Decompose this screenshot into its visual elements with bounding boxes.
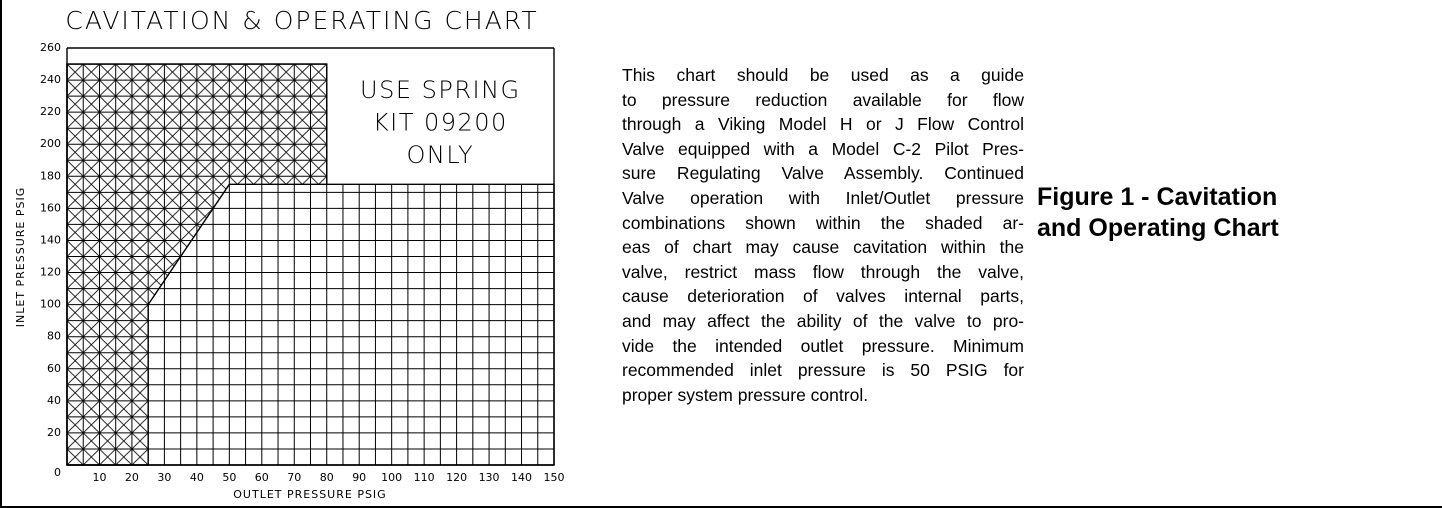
description-line: eas of chart may cause cavitation within…	[622, 237, 1024, 258]
annotation: USE SPRING	[360, 76, 521, 104]
y-tick-label: 100	[40, 298, 61, 311]
figure-caption: Figure 1 - Cavitation and Operating Chart	[1037, 182, 1279, 244]
x-tick-label: 120	[446, 471, 467, 484]
x-tick-label: 20	[125, 471, 139, 484]
y-tick-label: 120	[40, 266, 61, 279]
description-line: This chart should be used as a guide	[622, 65, 1024, 85]
cavitation-region	[66, 63, 328, 466]
y-axis-label: INLET PRESSURE PSIG	[14, 187, 27, 327]
annotation: ONLY	[407, 141, 475, 169]
x-tick-label: 80	[320, 471, 334, 484]
caption-line: Figure 1 - Cavitation	[1037, 183, 1278, 211]
y-tick-label: 180	[40, 169, 61, 182]
y-tick-label: 140	[40, 233, 61, 246]
description: This chart should be used as a guide to p…	[622, 63, 1024, 407]
description-line: recommended inlet pressure is 50 PSIG fo…	[622, 360, 1024, 381]
description-line: proper system pressure control.	[622, 384, 869, 405]
annotation: KIT 09200	[373, 109, 508, 137]
x-tick-label: 40	[190, 471, 204, 484]
x-tick-label: 30	[157, 471, 171, 484]
x-tick-label: 10	[92, 471, 106, 484]
description-line: Valve operation with Inlet/Outlet pressu…	[622, 187, 1024, 208]
description-line: sure Regulating Valve Assembly. Continue…	[622, 163, 1024, 184]
description-line: through a Viking Model H or J Flow Contr…	[622, 114, 1024, 135]
description-line: and may affect the ability of the valve …	[622, 310, 1024, 331]
description-line: cause deterioration of valves internal p…	[622, 286, 1024, 307]
chart: CAVITATION & OPERATING CHART OUTLET PRES…	[14, 6, 565, 501]
y-tick-label: 80	[47, 330, 61, 343]
y-tick-label: 220	[40, 105, 61, 118]
description-line: combinations shown within the shaded ar-	[622, 212, 1024, 233]
x-tick-label: 150	[544, 471, 565, 484]
description-line: vide the intended outlet pressure. Minim…	[622, 335, 1024, 356]
caption-line: and Operating Chart	[1037, 214, 1279, 242]
x-tick-label: 130	[479, 471, 500, 484]
x-axis-label: OUTLET PRESSURE PSIG	[233, 488, 386, 501]
x-tick-label: 140	[511, 471, 532, 484]
description-line: valve, restrict mass flow through the va…	[622, 261, 1024, 282]
y-tick-label: 240	[40, 73, 61, 86]
x-tick-label: 90	[352, 471, 366, 484]
y-tick-label: 0	[54, 466, 61, 479]
description-line: Valve equipped with a Model C-2 Pilot Pr…	[622, 138, 1024, 159]
y-tick-label: 160	[40, 201, 61, 214]
x-tick-label: 60	[255, 471, 269, 484]
chart-title: CAVITATION & OPERATING CHART	[65, 6, 538, 35]
x-tick-label: 100	[381, 471, 402, 484]
y-tick-label: 40	[47, 394, 61, 407]
y-tick-label: 200	[40, 137, 61, 150]
y-tick-label: 260	[40, 41, 61, 54]
x-tick-label: 70	[287, 471, 301, 484]
x-tick-label: 50	[222, 471, 236, 484]
x-tick-label: 110	[414, 471, 435, 484]
y-tick-label: 20	[47, 426, 61, 439]
description-line: to pressure reduction available for flow	[622, 89, 1024, 110]
y-tick-label: 60	[47, 362, 61, 375]
